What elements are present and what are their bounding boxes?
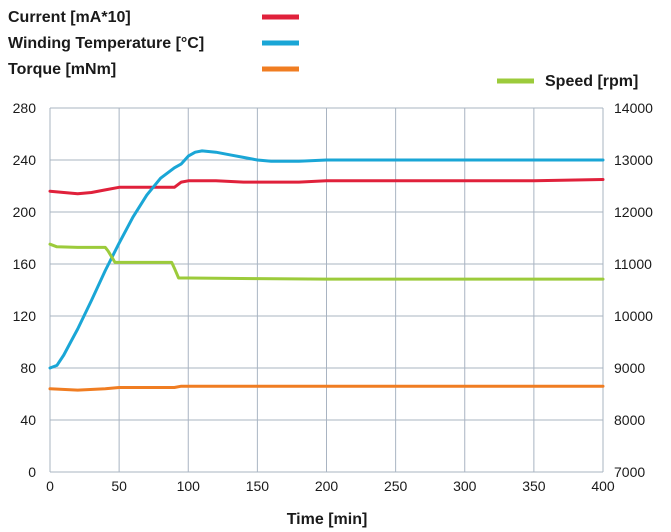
legend-label-current: Current [mA*10] <box>8 9 131 26</box>
legend: Current [mA*10] Winding Temperature [°C]… <box>8 9 638 90</box>
x-tick-label: 350 <box>522 478 546 494</box>
x-tick-label: 50 <box>111 478 127 494</box>
series-line-current-ma-10 <box>48 178 605 196</box>
x-tick-label: 200 <box>315 478 339 494</box>
series-line-torque-mnm <box>48 384 605 392</box>
y-left-tick-label: 160 <box>13 256 37 272</box>
x-tick-label: 0 <box>46 478 54 494</box>
y-left-axis-ticks: 0 40 80 120 160 200 240 280 <box>13 100 37 480</box>
x-tick-label: 100 <box>177 478 201 494</box>
y-right-tick-label: 7000 <box>614 464 645 480</box>
y-left-tick-label: 120 <box>13 308 37 324</box>
y-left-tick-label: 280 <box>13 100 37 116</box>
y-right-tick-label: 8000 <box>614 412 645 428</box>
x-tick-label: 150 <box>246 478 270 494</box>
series-line-speed-rpm <box>48 242 605 281</box>
x-axis-ticks: 0 50 100 150 200 250 300 350 400 <box>46 478 615 494</box>
y-right-tick-label: 10000 <box>614 308 653 324</box>
y-right-axis-ticks: 7000 8000 9000 10000 11000 12000 13000 14000 <box>614 100 653 480</box>
x-axis-title: Time [min] <box>287 511 368 528</box>
x-tick-label: 250 <box>384 478 408 494</box>
y-left-tick-label: 80 <box>20 360 36 376</box>
y-left-tick-label: 40 <box>20 412 36 428</box>
series-line-winding-temperature-c <box>48 149 605 370</box>
y-right-tick-label: 9000 <box>614 360 645 376</box>
series-group <box>48 149 605 392</box>
x-tick-label: 300 <box>453 478 477 494</box>
y-right-tick-label: 11000 <box>614 256 652 272</box>
legend-label-speed: Speed [rpm] <box>545 73 638 90</box>
y-left-tick-label: 0 <box>28 464 36 480</box>
y-right-tick-label: 14000 <box>614 100 653 116</box>
y-right-tick-label: 13000 <box>614 152 653 168</box>
y-left-tick-label: 240 <box>13 152 37 168</box>
x-tick-label: 400 <box>591 478 615 494</box>
legend-label-torque: Torque [mNm] <box>8 61 116 78</box>
grid <box>49 107 604 473</box>
legend-label-winding-temperature: Winding Temperature [°C] <box>8 35 204 52</box>
y-right-tick-label: 12000 <box>614 204 653 220</box>
y-left-tick-label: 200 <box>13 204 37 220</box>
